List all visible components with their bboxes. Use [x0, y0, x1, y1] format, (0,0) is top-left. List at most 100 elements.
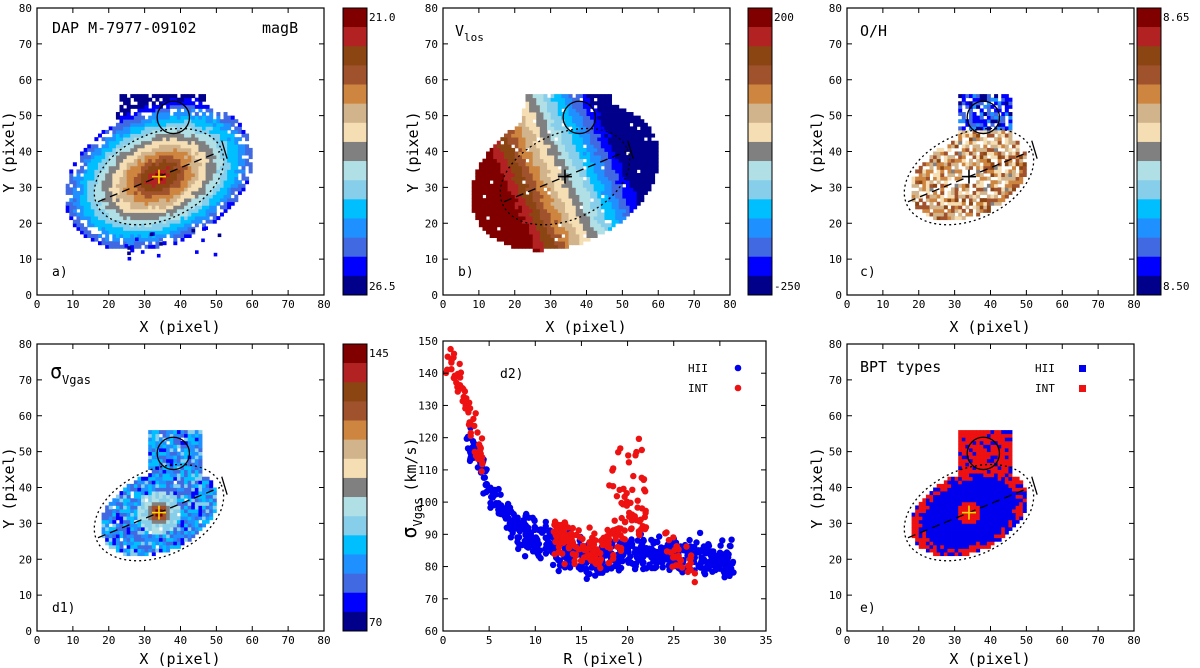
map-x-tick-label: 70	[1092, 634, 1105, 647]
panel-d2-letter: d2)	[500, 367, 523, 382]
panel-b-xlabel: X (pixel)	[545, 318, 626, 336]
scatter-y-tick-label: 80	[425, 561, 438, 574]
colorbar-d1	[342, 343, 368, 632]
map-y-tick-label: 20	[829, 553, 842, 566]
panel-d1-title: σVgas	[50, 359, 91, 387]
map-y-tick-label: 10	[829, 589, 842, 602]
map-x-tick-label: 10	[66, 298, 79, 311]
panel-a-xlabel: X (pixel)	[139, 318, 220, 336]
map-x-tick-label: 40	[174, 634, 187, 647]
map-x-tick-label: 10	[876, 298, 889, 311]
map-d1-pixels	[93, 430, 228, 562]
map-y-tick-label: 0	[25, 625, 32, 638]
map-y-tick-label: 60	[829, 74, 842, 87]
map-x-tick-label: 20	[102, 298, 115, 311]
map-x-tick-label: 60	[652, 298, 665, 311]
map-y-tick-label: 40	[19, 146, 32, 159]
map-y-tick-label: 80	[829, 338, 842, 351]
scatter-x-tick-label: 5	[486, 634, 493, 647]
map-y-tick-label: 70	[425, 38, 438, 51]
panel-d1-xlabel: X (pixel)	[139, 650, 220, 668]
scatter-x-tick-label: 25	[667, 634, 680, 647]
map-x-tick-label: 10	[472, 298, 485, 311]
map-x-tick-label: 30	[544, 298, 557, 311]
map-y-tick-label: 70	[19, 374, 32, 387]
map-y-tick-label: 80	[829, 2, 842, 15]
panel-a-letter: a)	[52, 265, 68, 280]
scatter-x-tick-label: 0	[440, 634, 447, 647]
panel-e-ylabel: Y (pixel)	[808, 447, 826, 528]
scatter-y-tick-label: 140	[418, 367, 438, 380]
scatter-x-tick-label: 15	[575, 634, 588, 647]
map-y-tick-label: 30	[19, 181, 32, 194]
map-x-tick-label: 70	[282, 634, 295, 647]
map-y-tick-label: 0	[835, 625, 842, 638]
map-y-tick-label: 50	[19, 110, 32, 123]
colorbar-b-top-label: 200	[774, 11, 794, 24]
scatter-y-tick-label: 120	[418, 432, 438, 445]
colorbar-d1-top-label: 145	[369, 347, 389, 360]
map-x-tick-label: 80	[1127, 634, 1140, 647]
map-y-tick-label: 30	[425, 181, 438, 194]
legend-d2-int-marker	[734, 384, 742, 392]
map-x-tick-label: 80	[1127, 298, 1140, 311]
map-y-tick-label: 20	[829, 217, 842, 230]
map-y-tick-label: 60	[19, 410, 32, 423]
map-x-tick-label: 30	[948, 634, 961, 647]
map-y-tick-label: 10	[19, 589, 32, 602]
legend-e-int-marker	[1079, 385, 1086, 392]
map-x-tick-label: 0	[844, 634, 851, 647]
legend-e-hii-marker	[1079, 365, 1086, 372]
panel-d2-frame	[442, 340, 767, 632]
scatter-x-tick-label: 35	[759, 634, 772, 647]
panel-b-ylabel: Y (pixel)	[404, 111, 422, 192]
panel-e: BPT types HII INT e)	[846, 343, 1135, 632]
map-x-tick-label: 20	[508, 298, 521, 311]
panel-c-title: O/H	[860, 22, 887, 40]
map-y-tick-label: 70	[829, 38, 842, 51]
map-y-tick-label: 0	[25, 289, 32, 302]
scatter-y-tick-label: 90	[425, 528, 438, 541]
map-x-tick-label: 0	[34, 634, 41, 647]
map-x-tick-label: 60	[246, 634, 259, 647]
map-x-tick-label: 0	[34, 298, 41, 311]
colorbar-a-top-label: 21.0	[369, 11, 396, 24]
map-x-tick-label: 50	[616, 298, 629, 311]
map-y-tick-label: 20	[19, 553, 32, 566]
map-x-tick-label: 60	[1056, 634, 1069, 647]
map-x-tick-label: 40	[984, 634, 997, 647]
map-y-tick-label: 0	[835, 289, 842, 302]
map-y-tick-label: 30	[829, 517, 842, 530]
panel-c-xlabel: X (pixel)	[949, 318, 1030, 336]
map-y-tick-label: 50	[425, 110, 438, 123]
colorbar-b	[747, 7, 773, 296]
map-y-tick-label: 10	[829, 253, 842, 266]
panel-a: DAP M-7977-09102 magB a) 21.0 26.5	[36, 7, 396, 296]
scatter-d2-points	[442, 345, 737, 586]
colorbar-d1-bottom-label: 70	[369, 616, 382, 629]
map-e-pixels	[903, 430, 1038, 562]
panel-b: Vlos b) 200 -250	[442, 7, 801, 296]
legend-e-int: INT	[1035, 382, 1055, 395]
map-y-tick-label: 50	[829, 446, 842, 459]
colorbar-c-top-label: 8.65	[1163, 11, 1190, 24]
panel-b-letter: b)	[458, 265, 474, 280]
panel-d1-letter: d1)	[52, 601, 75, 616]
map-y-tick-label: 60	[829, 410, 842, 423]
panel-d1: σVgas d1) 145 70	[36, 343, 389, 632]
map-x-tick-label: 30	[138, 634, 151, 647]
map-x-tick-label: 70	[282, 298, 295, 311]
map-y-tick-label: 30	[19, 517, 32, 530]
scatter-y-tick-label: 110	[418, 464, 438, 477]
map-x-tick-label: 80	[317, 634, 330, 647]
scatter-x-tick-label: 20	[621, 634, 634, 647]
panel-b-title: Vlos	[455, 22, 484, 44]
map-x-tick-label: 30	[138, 298, 151, 311]
panel-c: O/H c) 8.65 8.50	[846, 7, 1190, 296]
map-y-tick-label: 80	[19, 2, 32, 15]
scatter-y-tick-label: 60	[425, 625, 438, 638]
scatter-x-tick-label: 30	[713, 634, 726, 647]
map-y-tick-label: 30	[829, 181, 842, 194]
map-x-tick-label: 60	[1056, 298, 1069, 311]
